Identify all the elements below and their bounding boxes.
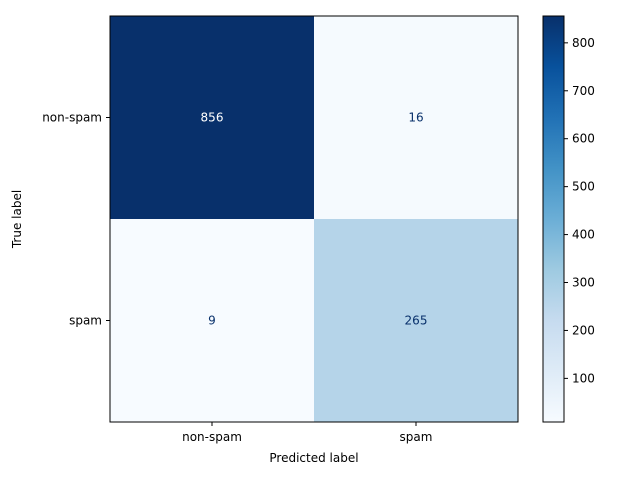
x-tick-label-non-spam: non-spam bbox=[182, 430, 242, 444]
y-tick-label-non-spam: non-spam bbox=[42, 111, 102, 125]
matrix-cell-spam-non-spam bbox=[110, 219, 314, 422]
colorbar bbox=[543, 16, 564, 422]
x-tick-label-spam: spam bbox=[400, 430, 433, 444]
matrix-cell-spam-spam bbox=[314, 219, 518, 422]
colorbar-tick-label-400: 400 bbox=[572, 228, 595, 242]
colorbar-frame bbox=[542, 15, 565, 423]
matrix-cell-non-spam-non-spam bbox=[110, 16, 314, 219]
colorbar-tick-label-600: 600 bbox=[572, 132, 595, 146]
plot-frame bbox=[109, 15, 519, 423]
colorbar-tick-label-800: 800 bbox=[572, 36, 595, 50]
y-axis-ticks: non-spam spam bbox=[42, 111, 110, 328]
colorbar-tick-label-100: 100 bbox=[572, 371, 595, 385]
y-tick-label-spam: spam bbox=[69, 314, 102, 328]
colorbar-tick-label-300: 300 bbox=[572, 276, 595, 290]
matrix-cell-labels: 856 16 9 265 bbox=[201, 111, 428, 328]
matrix-value-non-spam-non-spam: 856 bbox=[201, 111, 224, 125]
matrix-value-spam-non-spam: 9 bbox=[208, 314, 216, 328]
colorbar-tick-label-700: 700 bbox=[572, 84, 595, 98]
matrix-value-non-spam-spam: 16 bbox=[408, 111, 423, 125]
matrix-value-spam-spam: 265 bbox=[405, 314, 428, 328]
x-axis-label: Predicted label bbox=[269, 451, 358, 465]
y-axis-label: True label bbox=[10, 190, 24, 249]
matrix-cells bbox=[110, 16, 518, 422]
colorbar-ticks: 100 200 300 400 500 600 700 800 bbox=[564, 36, 595, 385]
colorbar-tick-label-500: 500 bbox=[572, 180, 595, 194]
x-axis-ticks: non-spam spam bbox=[182, 422, 432, 444]
colorbar-tick-label-200: 200 bbox=[572, 323, 595, 337]
matrix-cell-non-spam-spam bbox=[314, 16, 518, 219]
